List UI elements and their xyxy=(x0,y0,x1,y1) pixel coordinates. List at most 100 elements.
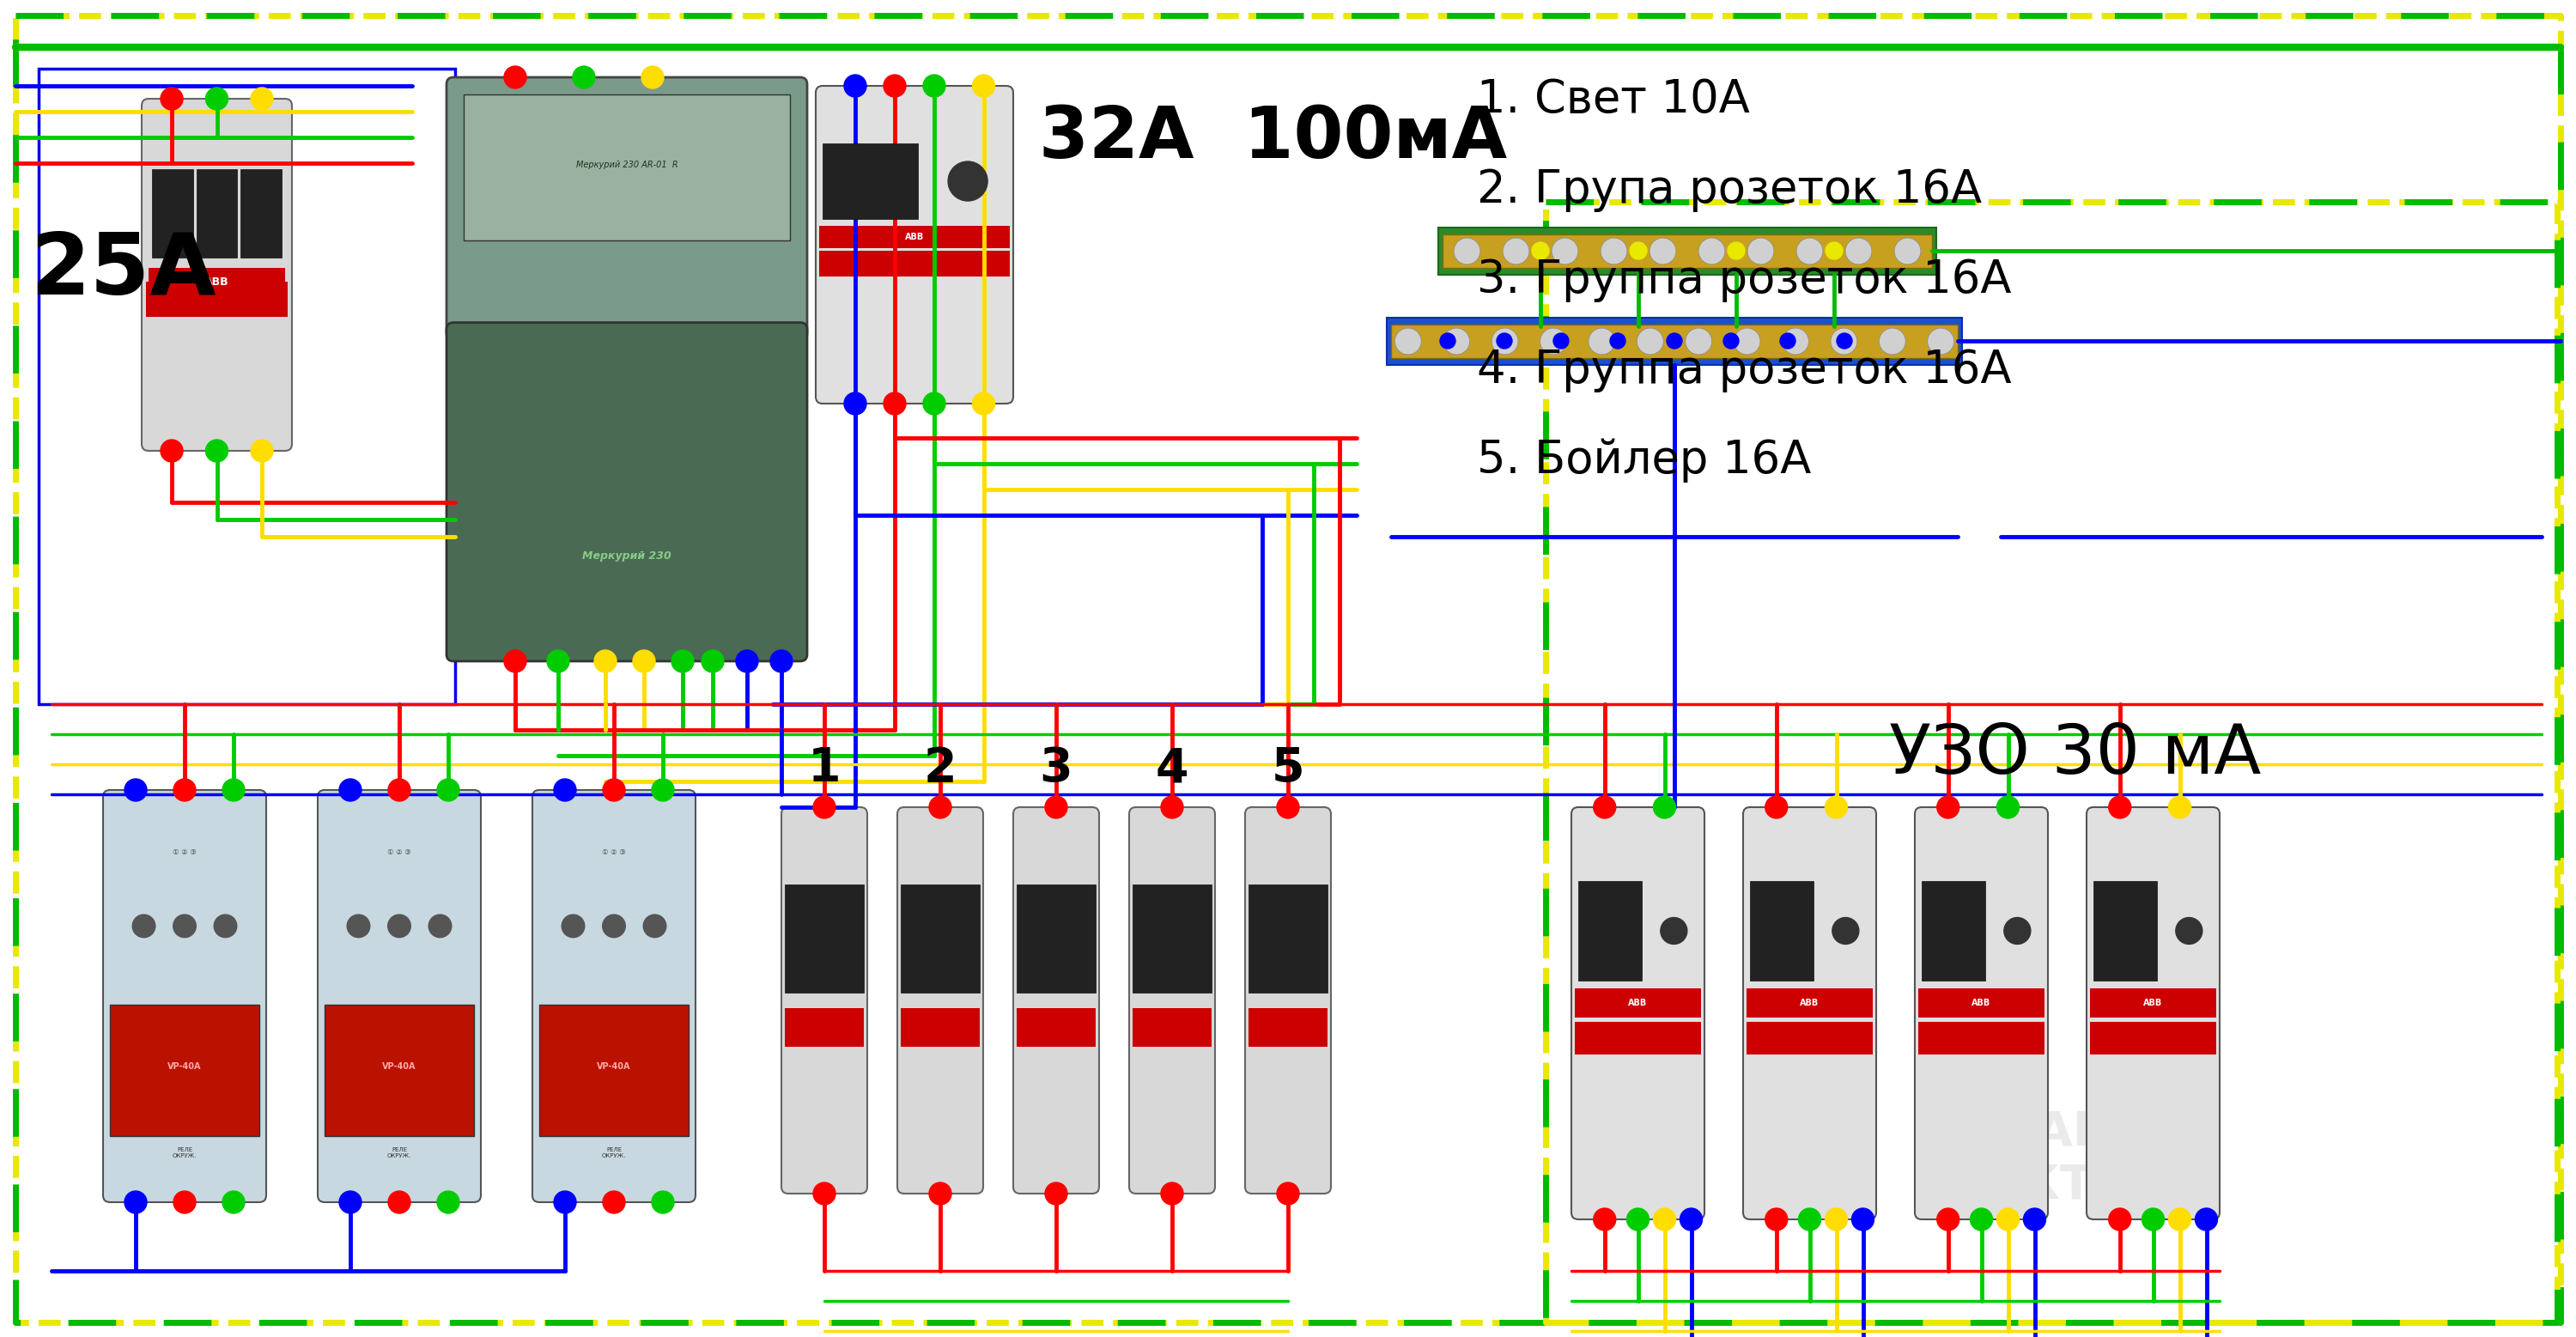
Bar xyxy=(1437,227,1937,275)
Text: 4. Группа розеток 16А: 4. Группа розеток 16А xyxy=(1476,348,2012,393)
Circle shape xyxy=(1798,1209,1821,1230)
Circle shape xyxy=(1628,1209,1649,1230)
Circle shape xyxy=(1595,796,1615,818)
Circle shape xyxy=(2169,1209,2190,1230)
Bar xyxy=(111,1004,260,1136)
Circle shape xyxy=(1551,238,1579,265)
Circle shape xyxy=(1832,328,1857,354)
Text: VP-40A: VP-40A xyxy=(598,1062,631,1071)
Circle shape xyxy=(884,393,907,414)
Circle shape xyxy=(505,650,526,673)
Circle shape xyxy=(1667,333,1682,349)
Circle shape xyxy=(1826,242,1842,259)
Bar xyxy=(1574,1021,1700,1055)
Circle shape xyxy=(173,779,196,801)
Bar xyxy=(1133,885,1211,992)
Circle shape xyxy=(1046,1182,1066,1205)
Circle shape xyxy=(2025,1209,2045,1230)
Circle shape xyxy=(1497,333,1512,349)
Circle shape xyxy=(1765,1209,1788,1230)
Circle shape xyxy=(1680,1209,1703,1230)
Bar xyxy=(464,95,791,241)
Circle shape xyxy=(644,915,667,937)
Circle shape xyxy=(603,1191,626,1214)
Circle shape xyxy=(641,66,665,88)
Circle shape xyxy=(554,1191,577,1214)
Bar xyxy=(1391,325,1958,358)
Circle shape xyxy=(1734,328,1759,354)
Text: ABB: ABB xyxy=(1971,999,1991,1007)
Circle shape xyxy=(250,88,273,110)
FancyBboxPatch shape xyxy=(142,99,291,451)
FancyBboxPatch shape xyxy=(533,790,696,1202)
Circle shape xyxy=(922,393,945,414)
Circle shape xyxy=(206,88,227,110)
Text: 1. Свет 10А: 1. Свет 10А xyxy=(1476,78,1749,122)
Circle shape xyxy=(1162,796,1182,818)
Bar xyxy=(147,282,289,317)
FancyBboxPatch shape xyxy=(1744,808,1875,1219)
Circle shape xyxy=(1937,1209,1960,1230)
Circle shape xyxy=(505,66,526,88)
Text: 4: 4 xyxy=(1157,745,1188,792)
Bar xyxy=(1579,881,1641,980)
Bar xyxy=(1018,1008,1095,1047)
Circle shape xyxy=(1654,1209,1674,1230)
Text: 3: 3 xyxy=(1041,745,1072,792)
Bar xyxy=(1133,1008,1211,1047)
Text: ① ② ③: ① ② ③ xyxy=(603,848,626,856)
Bar xyxy=(1443,234,1932,267)
Bar xyxy=(902,1008,979,1047)
Circle shape xyxy=(1852,1209,1873,1230)
Circle shape xyxy=(250,440,273,463)
Circle shape xyxy=(2004,917,2030,944)
Bar xyxy=(786,1008,863,1047)
Bar xyxy=(902,885,979,992)
FancyBboxPatch shape xyxy=(446,322,806,662)
Circle shape xyxy=(222,779,245,801)
Circle shape xyxy=(974,393,994,414)
Circle shape xyxy=(160,440,183,463)
Circle shape xyxy=(124,779,147,801)
Circle shape xyxy=(562,915,585,937)
Circle shape xyxy=(160,88,183,110)
Text: ABB: ABB xyxy=(904,233,925,241)
Circle shape xyxy=(1394,328,1422,354)
Circle shape xyxy=(1698,238,1726,265)
Bar xyxy=(1922,881,1984,980)
Bar xyxy=(2089,988,2215,1017)
Text: ABB: ABB xyxy=(204,277,229,287)
Circle shape xyxy=(1685,328,1713,354)
Circle shape xyxy=(173,1191,196,1214)
Bar xyxy=(538,1004,688,1136)
Circle shape xyxy=(206,440,227,463)
Circle shape xyxy=(814,1182,835,1205)
FancyBboxPatch shape xyxy=(1571,808,1705,1219)
Text: 3. Группа розеток 16А: 3. Группа розеток 16А xyxy=(1476,258,2012,302)
Circle shape xyxy=(1765,796,1788,818)
FancyBboxPatch shape xyxy=(446,78,806,340)
Circle shape xyxy=(554,779,577,801)
Bar xyxy=(196,170,237,257)
FancyBboxPatch shape xyxy=(817,86,1012,404)
Bar xyxy=(1018,885,1095,992)
Circle shape xyxy=(845,393,866,414)
Circle shape xyxy=(603,915,626,937)
Bar xyxy=(1249,1008,1327,1047)
Circle shape xyxy=(1747,238,1775,265)
Circle shape xyxy=(701,650,724,673)
Circle shape xyxy=(1533,242,1548,259)
Circle shape xyxy=(1595,1209,1615,1230)
Circle shape xyxy=(1600,238,1628,265)
Circle shape xyxy=(1996,1209,2020,1230)
Text: 5: 5 xyxy=(1273,745,1303,792)
Bar xyxy=(240,170,281,257)
Circle shape xyxy=(2195,1209,2218,1230)
Circle shape xyxy=(1636,328,1664,354)
Circle shape xyxy=(930,1182,951,1205)
Circle shape xyxy=(1844,238,1873,265)
Circle shape xyxy=(348,915,371,937)
Circle shape xyxy=(1440,333,1455,349)
Circle shape xyxy=(1278,1182,1298,1205)
Circle shape xyxy=(922,75,945,98)
